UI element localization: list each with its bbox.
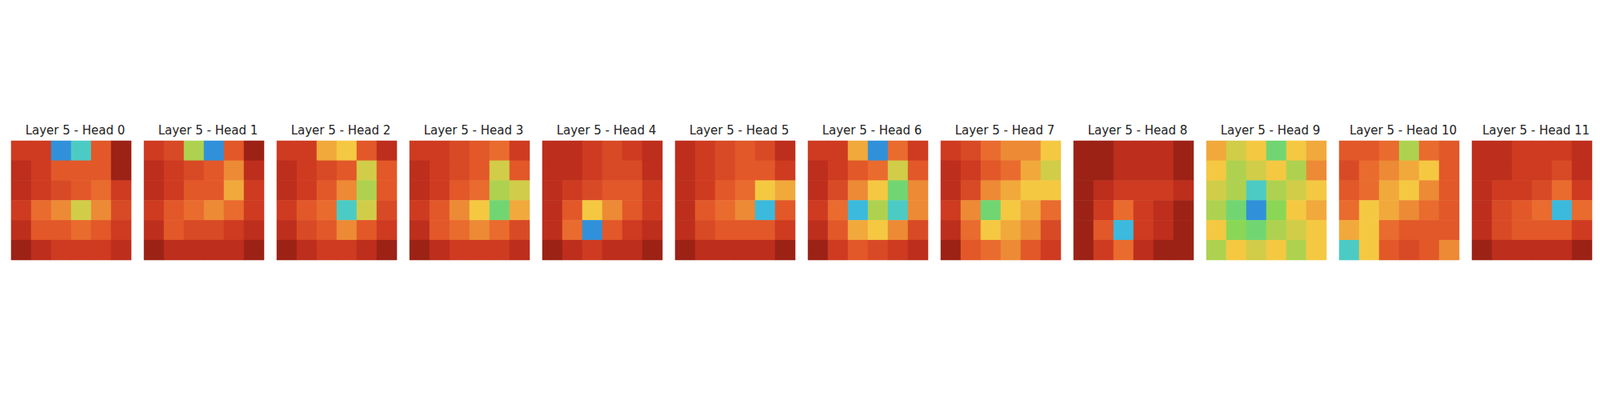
svg-text:Layer 5 - Head 9: Layer 5 - Head 9: [1220, 123, 1321, 138]
svg-text:Layer 5 - Head 2: Layer 5 - Head 2: [291, 123, 392, 138]
svg-text:Layer 5 - Head 3: Layer 5 - Head 3: [424, 123, 524, 138]
svg-text:Layer 5 - Head 4: Layer 5 - Head 4: [556, 123, 657, 138]
svg-text:Layer 5 - Head 8: Layer 5 - Head 8: [1088, 123, 1188, 138]
svg-text:Layer 5 - Head 0: Layer 5 - Head 0: [25, 123, 126, 138]
svg-text:Layer 5 - Head 6: Layer 5 - Head 6: [822, 123, 923, 138]
svg-text:Layer 5 - Head 7: Layer 5 - Head 7: [955, 123, 1056, 138]
svg-text:Layer 5 - Head 5: Layer 5 - Head 5: [689, 123, 790, 138]
svg-text:Layer 5 - Head 1: Layer 5 - Head 1: [158, 123, 259, 138]
svg-text:Layer 5 - Head 11: Layer 5 - Head 11: [1482, 123, 1590, 138]
svg-text:Layer 5 - Head 10: Layer 5 - Head 10: [1349, 123, 1457, 138]
